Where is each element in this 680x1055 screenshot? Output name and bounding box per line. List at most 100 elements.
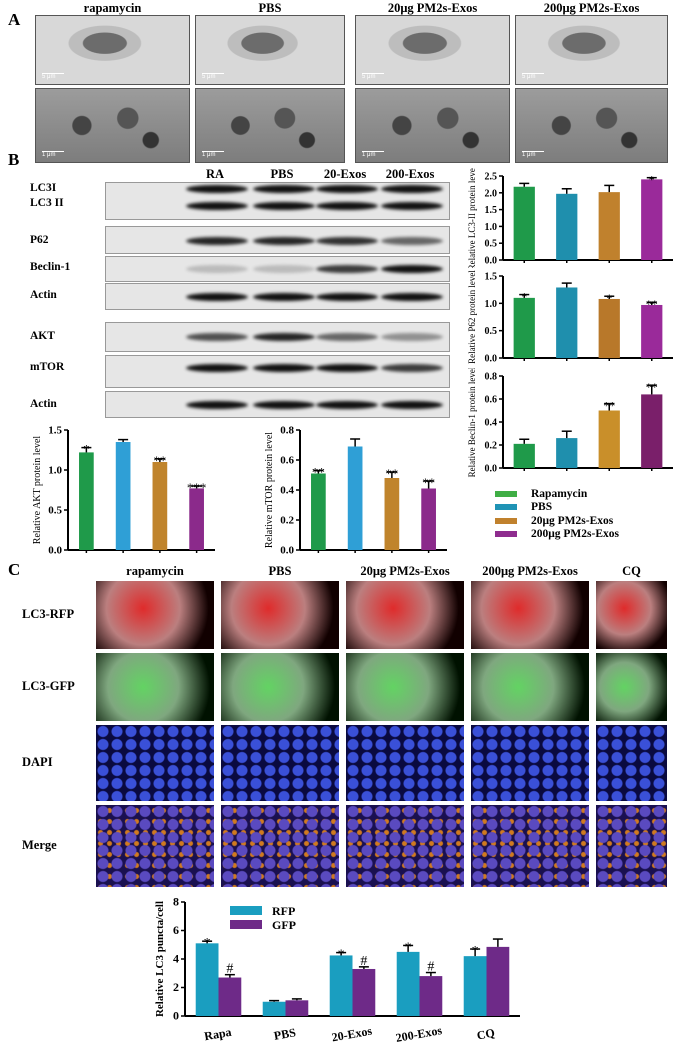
blot-band [316, 185, 378, 193]
y-tick-label: 0.8 [280, 425, 294, 437]
bar-rfp [463, 956, 487, 1016]
blot-strip [105, 391, 450, 418]
blot-row-label: Beclin-1 [30, 261, 71, 273]
y-tick-label: 2.5 [485, 172, 498, 183]
significance-mark: ** [153, 453, 166, 468]
legend-item: 20μg PM2s-Exos [495, 514, 619, 528]
blot-band [316, 333, 378, 341]
significance-mark: * [83, 442, 90, 457]
column-header: PBS [268, 564, 292, 578]
bar [115, 442, 131, 550]
panel-label-b: B [8, 150, 20, 169]
blot-row-label: Actin [30, 289, 57, 301]
fluorescence-image [470, 804, 590, 888]
em-micrograph: 5 μm [195, 15, 345, 85]
significance-mark: ** [646, 297, 658, 311]
blot-band [316, 202, 378, 210]
blot-band [381, 364, 443, 372]
bar-rfp [396, 951, 420, 1016]
fluorescence-image [595, 580, 668, 650]
legend-label: 20μg PM2s-Exos [531, 514, 614, 527]
blot-band [381, 237, 443, 245]
legend-label: GFP [272, 918, 296, 932]
blot-strip [105, 226, 450, 254]
blot-band [253, 364, 315, 372]
bar [598, 192, 620, 260]
blot-band [253, 293, 315, 301]
significance-mark: * [521, 290, 527, 304]
blot-strip [105, 283, 450, 310]
y-tick-label: 0.2 [485, 441, 498, 452]
significance-mark: * [405, 940, 412, 955]
blot-band [253, 202, 315, 210]
blot-band [186, 202, 248, 210]
bar [189, 488, 204, 550]
y-tick-label: 8 [173, 895, 179, 909]
y-axis-label: Relative mTOR protein level [264, 432, 275, 548]
bar [513, 186, 535, 260]
bar [641, 179, 663, 260]
blot-band [316, 401, 378, 409]
row-label: DAPI [22, 755, 53, 769]
legend-swatch [495, 490, 517, 497]
blot-band [253, 265, 315, 273]
legend-item: Rapamycin [495, 487, 619, 501]
significance-mark: ** [603, 399, 615, 413]
y-tick-label: 2.0 [485, 188, 498, 199]
blot-band [316, 293, 378, 301]
bar-gfp [285, 1000, 309, 1016]
em-micrograph: 5 μm [515, 15, 668, 85]
x-tick-label: 20-Exos [331, 1024, 374, 1045]
blot-column-header: 200-Exos [385, 167, 435, 181]
y-tick-label: 0 [173, 1009, 179, 1023]
blot-row-label: AKT [30, 330, 55, 342]
scale-bar: 1 μm [42, 151, 64, 158]
blot-band [381, 265, 443, 273]
y-axis-label: Relative Beclin-1 protein level [467, 368, 477, 477]
panel-label-a: A [8, 10, 21, 29]
fluorescence-image [470, 580, 590, 650]
column-header: rapamycin [83, 1, 142, 15]
scale-bar: 1 μm [522, 151, 544, 158]
blot-column-header: PBS [270, 167, 294, 181]
y-tick-label: 0.0 [280, 545, 294, 557]
fluorescence-image [95, 580, 215, 650]
bar [421, 488, 436, 550]
legend-label: 200μg PM2s-Exos [531, 528, 619, 541]
y-axis-label: Relative P62 protein level [467, 270, 477, 364]
fluorescence-image [470, 652, 590, 722]
blot-band [316, 364, 378, 372]
legend-swatch [230, 920, 262, 929]
y-tick-label: 0.0 [485, 354, 498, 365]
bar [641, 394, 663, 468]
legend: Rapamycin PBS 20μg PM2s-Exos 200μg PM2s-Exo… [495, 487, 619, 541]
blot-band [381, 185, 443, 193]
y-tick-label: 0.0 [48, 545, 62, 557]
bar [311, 473, 326, 550]
column-header: CQ [622, 564, 641, 578]
y-axis-label: Relative AKT protein level [32, 436, 43, 545]
legend-swatch [230, 906, 262, 915]
bar [556, 438, 578, 468]
x-tick-label: 200-Exos [395, 1023, 444, 1045]
bar-rfp [329, 955, 353, 1016]
bar-gfp [486, 946, 510, 1016]
y-tick-label: 0.5 [485, 239, 498, 250]
row-label: Merge [22, 838, 57, 852]
em-micrograph: 1 μm [195, 88, 345, 163]
blot-band [186, 333, 248, 341]
blot-row-label: LC3 II [30, 197, 64, 209]
legend-swatch [495, 517, 517, 524]
blot-band [253, 333, 315, 341]
y-tick-label: 0.4 [280, 485, 294, 497]
scale-bar: 5 μm [202, 73, 224, 80]
y-tick-label: 1.0 [48, 465, 62, 477]
em-micrograph: 1 μm [355, 88, 510, 163]
blot-band [186, 237, 248, 245]
fluorescence-image [95, 804, 215, 888]
y-tick-label: 0.2 [280, 515, 294, 527]
scale-bar: 1 μm [202, 151, 224, 158]
y-tick-label: 0.6 [485, 395, 498, 406]
em-micrograph: 1 μm [515, 88, 668, 163]
chart-lc3ii: 0.0 0.5 1.0 1.5 2.0 2.5 Relative LC3-II protei… [467, 168, 673, 268]
